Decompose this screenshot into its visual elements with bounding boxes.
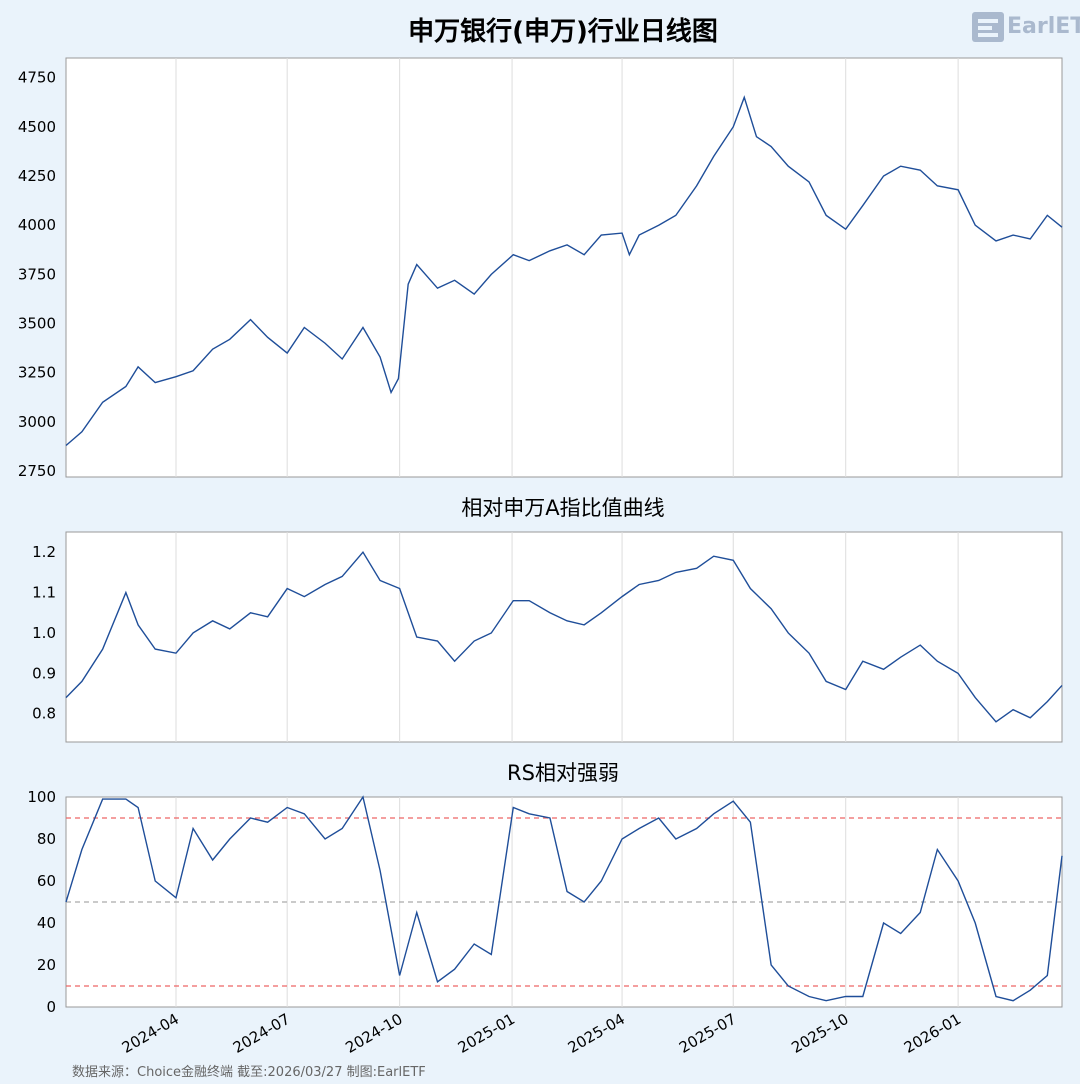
y-tick-label: 1.0 — [32, 624, 56, 642]
y-tick-label: 100 — [27, 788, 56, 806]
ratio-chart-title: 相对申万A指比值曲线 — [461, 496, 664, 520]
x-tick-label: 2025-01 — [455, 1010, 518, 1057]
y-tick-label: 1.2 — [32, 543, 56, 561]
y-tick-label: 4500 — [18, 118, 56, 136]
y-tick-label: 4000 — [18, 216, 56, 234]
x-tick-label: 2025-04 — [565, 1010, 628, 1057]
rs-panel: 0 20 40 60 80 100 — [27, 788, 1063, 1016]
ratio-panel: 0.8 0.9 1.0 1.1 1.2 — [32, 531, 1063, 743]
ratio-plot-area — [65, 531, 1063, 743]
price-panel: 2750 3000 3250 3500 3750 4000 4250 4500 4750 — [18, 57, 1063, 480]
y-tick-label: 3000 — [18, 413, 56, 431]
price-series-line — [65, 95, 1063, 447]
price-plot-area — [65, 57, 1063, 478]
price-gridlines — [175, 58, 959, 477]
rs-y-axis: 0 20 40 60 80 100 — [27, 788, 56, 1016]
y-tick-label: 3750 — [18, 265, 56, 283]
y-tick-label: 3500 — [18, 315, 56, 333]
x-tick-label: 2024-07 — [230, 1010, 293, 1057]
x-tick-label: 2026-01 — [901, 1010, 964, 1057]
ratio-y-axis: 0.8 0.9 1.0 1.1 1.2 — [32, 543, 56, 723]
y-tick-label: 0.9 — [32, 664, 56, 682]
rs-chart-title: RS相对强弱 — [507, 761, 619, 785]
ratio-series-line — [65, 551, 1063, 723]
x-tick-label: 2025-10 — [788, 1010, 851, 1057]
y-tick-label: 60 — [37, 872, 56, 890]
y-tick-label: 0 — [46, 998, 56, 1016]
y-tick-label: 20 — [37, 956, 56, 974]
logo-text: EarlETF — [1007, 14, 1080, 39]
y-tick-label: 2750 — [18, 462, 56, 480]
x-tick-label: 2024-04 — [119, 1010, 182, 1057]
rs-series-line — [65, 795, 1063, 1002]
y-tick-label: 4750 — [18, 69, 56, 87]
y-tick-label: 1.1 — [32, 584, 56, 602]
logo-mark-stripe-top — [978, 19, 998, 23]
x-axis: 2024-04 2024-07 2024-10 2025-01 2025-04 2025-… — [119, 1010, 964, 1057]
footer-source: 数据来源：Choice金融终端 截至:2026/03/27 制图:EarlETF — [72, 1064, 426, 1080]
y-tick-label: 80 — [37, 830, 56, 848]
x-tick-label: 2024-10 — [342, 1010, 405, 1057]
logo-mark-stripe-mid — [978, 26, 992, 30]
ratio-gridlines — [175, 532, 959, 742]
y-tick-label: 40 — [37, 914, 56, 932]
y-tick-label: 4250 — [18, 167, 56, 185]
price-y-axis: 2750 3000 3250 3500 3750 4000 4250 4500 4750 — [18, 69, 56, 480]
page-title: 申万银行(申万)行业日线图 — [408, 16, 718, 47]
x-tick-label: 2025-07 — [676, 1010, 739, 1057]
logo-mark-stripe-bottom — [978, 33, 998, 37]
y-tick-label: 3250 — [18, 364, 56, 382]
rs-reference-lines — [66, 817, 1062, 987]
y-tick-label: 0.8 — [32, 705, 56, 723]
earletf-logo: EarlETF — [972, 12, 1080, 42]
